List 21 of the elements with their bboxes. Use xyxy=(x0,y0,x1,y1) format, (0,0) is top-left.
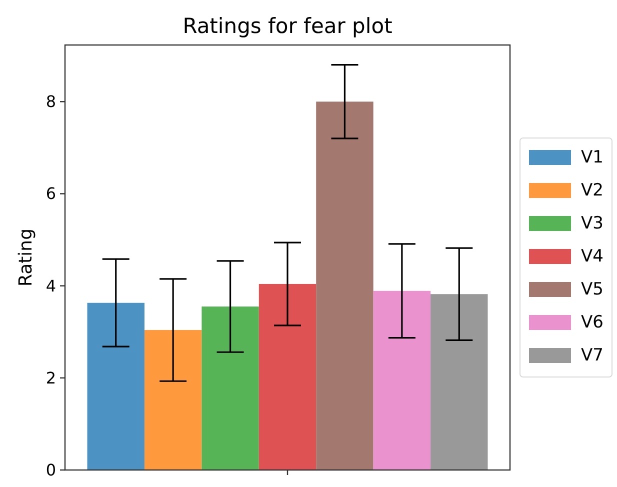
y-tick-label: 0 xyxy=(46,460,56,480)
bar xyxy=(258,284,316,470)
bar xyxy=(87,302,144,470)
legend-label: V5 xyxy=(581,280,604,300)
y-axis-title: Rating xyxy=(16,228,36,287)
y-tick-label: 6 xyxy=(46,184,56,204)
legend-label: V2 xyxy=(581,180,604,200)
bar xyxy=(316,102,374,470)
y-tick-label: 4 xyxy=(46,276,56,296)
y-tick-label: 2 xyxy=(46,368,56,388)
chart-title: Ratings for fear plot xyxy=(182,14,392,38)
bar xyxy=(430,294,488,470)
bar xyxy=(144,330,202,470)
legend-label: V3 xyxy=(581,214,604,234)
legend-label: V6 xyxy=(581,312,604,332)
y-tick-label: 8 xyxy=(46,92,56,112)
legend-label: V1 xyxy=(581,148,604,168)
bar xyxy=(373,290,431,470)
bar xyxy=(202,306,259,470)
legend-label: V4 xyxy=(581,246,604,266)
legend-label: V7 xyxy=(581,346,604,366)
